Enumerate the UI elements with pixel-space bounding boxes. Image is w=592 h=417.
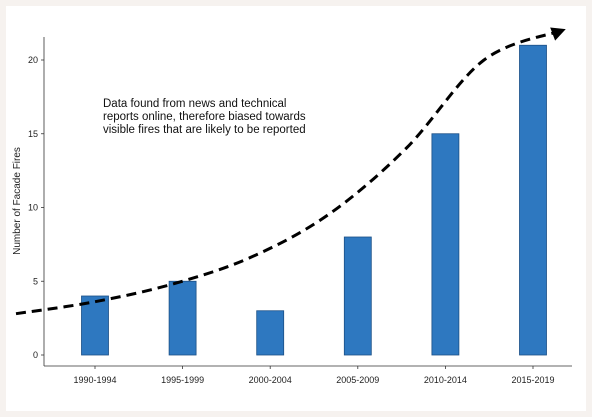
annotation-line: visible fires that are likely to be repo… (103, 124, 306, 136)
y-tick-label: 5 (33, 276, 38, 286)
y-ticks: 0 5 10 15 20 (28, 55, 44, 360)
y-tick-label: 20 (28, 55, 38, 65)
y-tick-label: 10 (28, 203, 38, 213)
axes-layer (43, 37, 572, 367)
annotation-text: Data found from news and technical report… (103, 98, 306, 136)
bar-2000-2004 (256, 310, 285, 356)
y-tick-label: 15 (28, 129, 38, 139)
annotation-line: Data found from news and technical (103, 98, 286, 110)
bar-2015-2019 (519, 44, 547, 356)
trend-arrowhead (550, 27, 566, 41)
x-tick-label: 2010-2014 (424, 375, 467, 385)
x-ticks: 1990-1994 1995-1999 2000-2004 2005-2009 2010… (73, 366, 555, 385)
x-tick-label: 1990-1994 (73, 375, 116, 385)
x-tick-label: 2000-2004 (249, 375, 292, 385)
bar-1990-1994 (81, 295, 109, 356)
bar-1995-1999 (168, 280, 197, 356)
y-tick-label: 0 (33, 350, 38, 360)
y-axis-title: Number of Facade Fires (12, 147, 23, 255)
x-tick-label: 2005-2009 (336, 375, 379, 385)
trend-layer (15, 27, 566, 316)
trend-line (15, 29, 563, 316)
bars-layer (81, 44, 547, 356)
x-tick-label: 2015-2019 (511, 375, 554, 385)
x-tick-label: 1995-1999 (161, 375, 204, 385)
annotation-line: reports online, therefore biased towards (103, 111, 306, 123)
bar-2010-2014 (431, 133, 460, 356)
bar-2005-2009 (343, 236, 372, 356)
